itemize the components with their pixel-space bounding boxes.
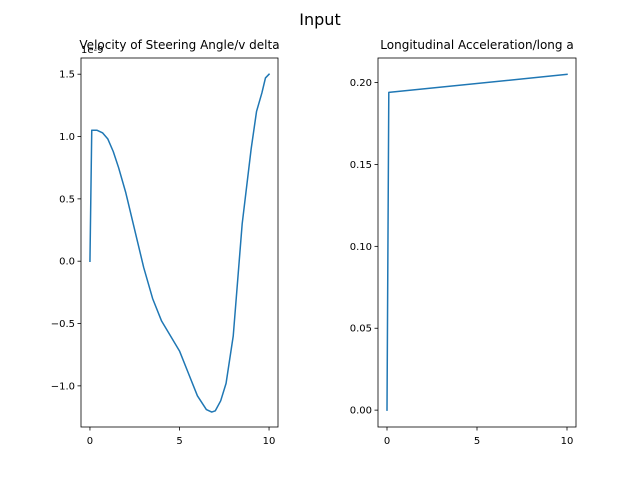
steering-chart-title: Velocity of Steering Angle/v delta <box>79 38 279 52</box>
figure-suptitle: Input <box>299 10 340 29</box>
accel-x-tick-label-2: 10 <box>561 436 574 447</box>
steering-y-tick-label-4: 1.0 <box>59 132 75 143</box>
steering-axes-frame <box>80 57 279 428</box>
steering-y-offset-label: 1e-9 <box>81 45 104 56</box>
steering-x-tick-label-2: 10 <box>263 436 276 447</box>
accel-axes-frame <box>377 57 577 428</box>
accel-chart-title: Longitudinal Acceleration/long a <box>380 38 573 52</box>
steering-y-tick-label-5: 1.5 <box>59 70 75 81</box>
steering-x-tick-label-1: 5 <box>176 436 182 447</box>
accel-y-tick-label-1: 0.05 <box>350 324 372 335</box>
accel-y-tick-label-0: 0.00 <box>350 406 372 417</box>
steering-y-tick-label-1: −0.5 <box>51 319 75 330</box>
steering-y-tick-label-0: −1.0 <box>51 381 75 392</box>
accel-y-tick-label-4: 0.20 <box>350 78 372 89</box>
steering-y-tick-label-2: 0.0 <box>59 257 75 268</box>
steering-x-tick-label-0: 0 <box>87 436 93 447</box>
steering-series-line-0 <box>89 73 271 413</box>
accel-y-tick-label-3: 0.15 <box>350 160 372 171</box>
accel-x-tick-label-0: 0 <box>384 436 390 447</box>
accel-y-tick-label-2: 0.10 <box>350 242 372 253</box>
accel-series-line-0 <box>386 73 568 411</box>
steering-velocity-subplot: Velocity of Steering Angle/v delta 0 5 10 −1… <box>51 38 280 447</box>
longitudinal-acceleration-subplot: Longitudinal Acceleration/long a 0 5 10 0.00… <box>350 38 577 447</box>
accel-x-tick-label-1: 5 <box>474 436 480 447</box>
steering-y-tick-label-3: 0.5 <box>59 194 75 205</box>
